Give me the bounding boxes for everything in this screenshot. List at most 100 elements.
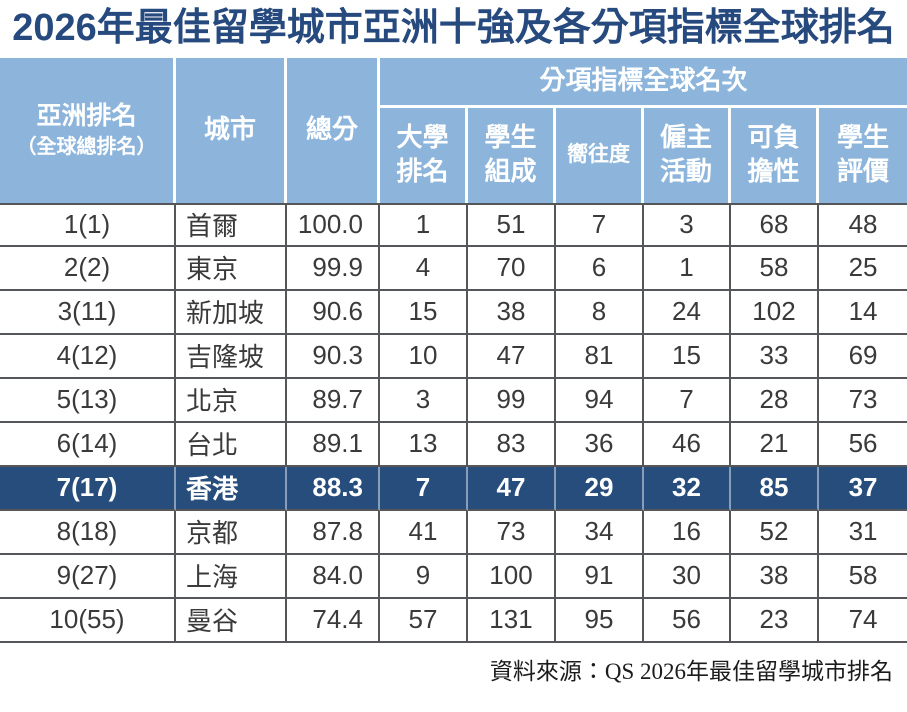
indicator-cell: 9 [380,554,468,599]
table-row: 8(18) 京都 87.8 41 73 34 16 52 31 [0,510,907,555]
indicator-cell: 83 [468,422,556,467]
rank-cell: 10(55) [0,598,176,643]
indicator-cell: 16 [644,510,731,555]
table-body: 1(1) 首爾 100.0 1 51 7 3 68 48 2(2) 東京 99.… [0,202,907,643]
indicator-cell: 52 [731,510,819,555]
indicator-cell: 100 [468,554,556,599]
total-cell: 74.4 [287,598,380,643]
indicator-cell: 4 [380,246,468,291]
total-cell: 89.7 [287,378,380,423]
indicator-cell: 6 [556,246,644,291]
indicator-cell: 32 [644,466,731,511]
indicator-cell: 38 [731,554,819,599]
rank-cell: 2(2) [0,246,176,291]
indicator-cell: 56 [819,422,907,467]
rank-cell: 3(11) [0,290,176,335]
rank-cell: 1(1) [0,202,176,247]
indicator-cell: 14 [819,290,907,335]
header-student-view: 學生 評價 [819,107,907,203]
city-cell: 台北 [176,422,287,467]
indicator-cell: 51 [468,202,556,247]
total-cell: 88.3 [287,466,380,511]
indicator-cell: 70 [468,246,556,291]
city-cell: 東京 [176,246,287,291]
indicator-cell: 56 [644,598,731,643]
indicator-cell: 3 [644,202,731,247]
city-cell: 新加坡 [176,290,287,335]
header-student-mix: 學生 組成 [468,107,556,203]
indicator-cell: 28 [731,378,819,423]
indicator-cell: 24 [644,290,731,335]
indicator-cell: 57 [380,598,468,643]
indicator-cell: 47 [468,466,556,511]
indicator-cell: 131 [468,598,556,643]
indicator-cell: 3 [380,378,468,423]
rank-cell: 7(17) [0,466,176,511]
total-cell: 90.6 [287,290,380,335]
table-row: 7(17) 香港 88.3 7 47 29 32 85 37 [0,466,907,511]
indicator-cell: 102 [731,290,819,335]
city-cell: 上海 [176,554,287,599]
header-employer-activity: 僱主 活動 [644,107,731,203]
indicator-cell: 7 [644,378,731,423]
rank-cell: 9(27) [0,554,176,599]
table-row: 5(13) 北京 89.7 3 99 94 7 28 73 [0,378,907,423]
table-row: 9(27) 上海 84.0 9 100 91 30 38 58 [0,554,907,599]
indicator-cell: 85 [731,466,819,511]
indicator-cell: 7 [380,466,468,511]
indicator-cell: 58 [731,246,819,291]
indicator-cell: 34 [556,510,644,555]
indicator-cell: 46 [644,422,731,467]
rank-cell: 4(12) [0,334,176,379]
city-cell: 北京 [176,378,287,423]
header-asia-rank: 亞洲排名 （全球總排名） [0,57,176,203]
total-cell: 87.8 [287,510,380,555]
total-cell: 100.0 [287,202,380,247]
header-asia-rank-line2: （全球總排名） [16,136,157,159]
indicator-cell: 15 [380,290,468,335]
indicator-cell: 23 [731,598,819,643]
indicator-cell: 38 [468,290,556,335]
indicator-cell: 95 [556,598,644,643]
rank-cell: 5(13) [0,378,176,423]
table-row: 10(55) 曼谷 74.4 57 131 95 56 23 74 [0,598,907,643]
total-cell: 84.0 [287,554,380,599]
ranking-table: 亞洲排名 （全球總排名） 城市 總分 分項指標全球名次 大學 排名 學生 組成 … [0,57,907,643]
header-affordability: 可負 擔性 [731,107,819,203]
indicator-cell: 47 [468,334,556,379]
indicator-cell: 36 [556,422,644,467]
indicator-cell: 31 [819,510,907,555]
indicator-cell: 94 [556,378,644,423]
indicator-cell: 21 [731,422,819,467]
indicator-cell: 74 [819,598,907,643]
indicator-cell: 37 [819,466,907,511]
city-cell: 曼谷 [176,598,287,643]
indicator-cell: 25 [819,246,907,291]
table-row: 1(1) 首爾 100.0 1 51 7 3 68 48 [0,202,907,247]
city-cell: 首爾 [176,202,287,247]
table-header: 亞洲排名 （全球總排名） 城市 總分 分項指標全球名次 大學 排名 學生 組成 … [0,57,907,203]
header-city: 城市 [176,57,287,203]
indicator-cell: 81 [556,334,644,379]
indicator-cell: 1 [380,202,468,247]
city-cell: 香港 [176,466,287,511]
total-cell: 89.1 [287,422,380,467]
indicator-cell: 68 [731,202,819,247]
indicator-cell: 29 [556,466,644,511]
rank-cell: 8(18) [0,510,176,555]
indicator-cell: 10 [380,334,468,379]
indicator-cell: 1 [644,246,731,291]
indicator-cell: 33 [731,334,819,379]
table-row: 2(2) 東京 99.9 4 70 6 1 58 25 [0,246,907,291]
city-cell: 京都 [176,510,287,555]
indicator-cell: 69 [819,334,907,379]
indicator-cell: 13 [380,422,468,467]
source-note: 資料來源：QS 2026年最佳留學城市排名 [489,658,893,684]
header-indicator-group: 分項指標全球名次 [380,57,907,108]
header-university-rank: 大學 排名 [380,107,468,203]
rank-cell: 6(14) [0,422,176,467]
indicator-cell: 99 [468,378,556,423]
page-title: 2026年最佳留學城市亞洲十強及各分項指標全球排名 [12,7,895,49]
indicator-cell: 30 [644,554,731,599]
indicator-cell: 73 [819,378,907,423]
